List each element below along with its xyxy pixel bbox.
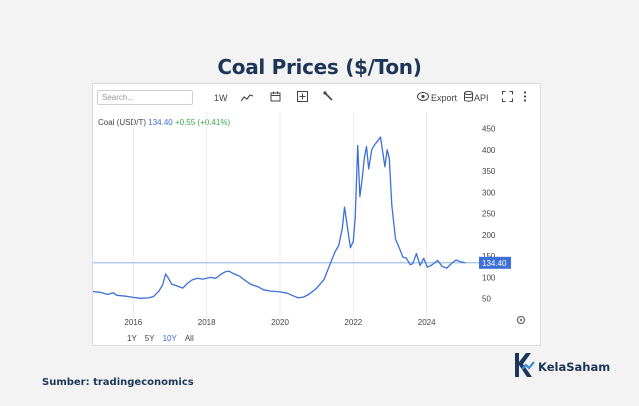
ticker-name: Coal (USD/T) [98, 118, 147, 127]
y-tick-label: 50 [482, 295, 491, 304]
ticker-readout: Coal (USD/T) 134.40 +0.55 (+0.41%) [98, 118, 230, 127]
source-note: Sumber: tradingeconomics [42, 377, 194, 388]
draw-tool-icon[interactable] [323, 91, 334, 102]
ticker-value: 134.40 [148, 118, 173, 127]
y-tick-label: 350 [482, 167, 496, 176]
range-button-1y[interactable]: 1Y [127, 334, 137, 343]
y-tick-label: 450 [482, 125, 496, 134]
y-tick-label: 150 [482, 252, 496, 261]
chart-card: Search... 1W Export API Coal (USD/T) [92, 83, 541, 346]
price-chart[interactable]: 50 100 150 200 250 300 350 400 450 2016 2018 2020 2… [93, 112, 540, 329]
api-button[interactable]: API [474, 93, 489, 103]
x-tick-label: 2024 [418, 318, 436, 327]
fullscreen-icon[interactable] [502, 91, 513, 102]
range-button-10y[interactable]: 10Y [162, 334, 177, 343]
brand-name: KelaSaham [538, 360, 611, 374]
range-selector: 1Y 5Y 10Y All [127, 334, 202, 343]
interval-button[interactable]: 1W [214, 93, 228, 103]
last-price-badge [479, 256, 511, 269]
y-tick-label: 200 [482, 231, 496, 240]
range-button-5y[interactable]: 5Y [144, 334, 155, 343]
coal-price-line [93, 136, 466, 299]
search-input[interactable]: Search... [97, 90, 193, 105]
export-button[interactable]: Export [431, 93, 458, 103]
kelasaham-logo-icon [515, 353, 535, 377]
range-button-all[interactable]: All [184, 334, 194, 343]
chart-title: Coal Prices ($/Ton) [217, 55, 422, 79]
last-price-label: 134.40 [482, 259, 507, 268]
export-icon[interactable] [417, 91, 429, 102]
x-tick-label: 2016 [124, 318, 142, 327]
line-chart-icon[interactable] [241, 93, 253, 103]
database-icon[interactable] [464, 91, 473, 102]
y-tick-label: 400 [482, 146, 496, 155]
add-indicator-icon[interactable] [297, 91, 308, 102]
y-tick-label: 300 [482, 188, 496, 197]
settings-icon[interactable] [516, 315, 526, 325]
x-tick-label: 2022 [344, 318, 362, 327]
ticker-change: +0.55 (+0.41%) [174, 118, 231, 127]
more-menu-icon[interactable] [523, 91, 527, 102]
x-tick-label: 2018 [198, 318, 216, 327]
brand-logo: KelaSaham [513, 351, 610, 379]
y-tick-label: 100 [482, 273, 496, 282]
x-tick-label: 2020 [271, 318, 289, 327]
calendar-icon[interactable] [270, 91, 281, 102]
chart-toolbar: Search... 1W Export API [93, 84, 540, 112]
y-tick-label: 250 [482, 210, 496, 219]
